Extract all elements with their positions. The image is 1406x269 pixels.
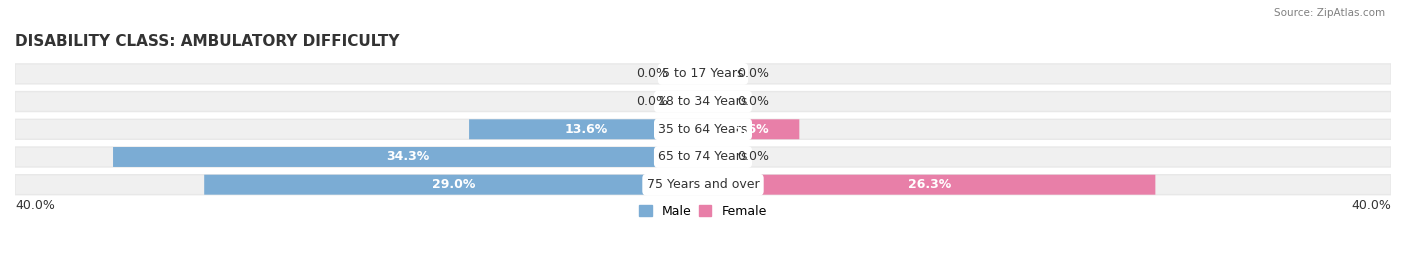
FancyBboxPatch shape [15, 119, 1391, 139]
Text: 0.0%: 0.0% [637, 95, 669, 108]
Text: 29.0%: 29.0% [432, 178, 475, 191]
Text: 0.0%: 0.0% [737, 95, 769, 108]
Text: 0.0%: 0.0% [737, 67, 769, 80]
Text: 18 to 34 Years: 18 to 34 Years [658, 95, 748, 108]
Text: 40.0%: 40.0% [1351, 199, 1391, 211]
Text: 26.3%: 26.3% [907, 178, 950, 191]
FancyBboxPatch shape [112, 147, 703, 167]
Text: 5.6%: 5.6% [734, 123, 769, 136]
Text: 0.0%: 0.0% [637, 67, 669, 80]
FancyBboxPatch shape [15, 147, 1391, 167]
Text: 0.0%: 0.0% [737, 150, 769, 164]
Text: 40.0%: 40.0% [15, 199, 55, 211]
Text: 34.3%: 34.3% [387, 150, 430, 164]
Text: 5 to 17 Years: 5 to 17 Years [662, 67, 744, 80]
FancyBboxPatch shape [15, 64, 1391, 84]
Text: DISABILITY CLASS: AMBULATORY DIFFICULTY: DISABILITY CLASS: AMBULATORY DIFFICULTY [15, 34, 399, 49]
Text: Source: ZipAtlas.com: Source: ZipAtlas.com [1274, 8, 1385, 18]
FancyBboxPatch shape [204, 175, 703, 195]
Text: 35 to 64 Years: 35 to 64 Years [658, 123, 748, 136]
Text: 75 Years and over: 75 Years and over [647, 178, 759, 191]
FancyBboxPatch shape [703, 119, 800, 139]
FancyBboxPatch shape [15, 92, 1391, 112]
Legend: Male, Female: Male, Female [634, 200, 772, 223]
FancyBboxPatch shape [15, 175, 1391, 195]
FancyBboxPatch shape [703, 175, 1156, 195]
Text: 13.6%: 13.6% [564, 123, 607, 136]
FancyBboxPatch shape [470, 119, 703, 139]
Text: 65 to 74 Years: 65 to 74 Years [658, 150, 748, 164]
